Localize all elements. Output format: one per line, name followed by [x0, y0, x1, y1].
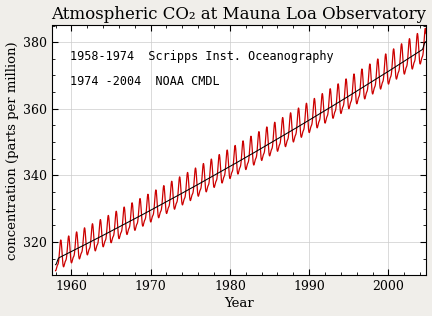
- Text: 1974 -2004  NOAA CMDL: 1974 -2004 NOAA CMDL: [70, 76, 220, 88]
- Text: 1958-1974  Scripps Inst. Oceanography: 1958-1974 Scripps Inst. Oceanography: [70, 51, 334, 64]
- Title: Atmospheric CO₂ at Mauna Loa Observatory: Atmospheric CO₂ at Mauna Loa Observatory: [51, 6, 426, 22]
- Y-axis label: concentration (parts per million): concentration (parts per million): [6, 41, 19, 260]
- X-axis label: Year: Year: [224, 297, 254, 310]
